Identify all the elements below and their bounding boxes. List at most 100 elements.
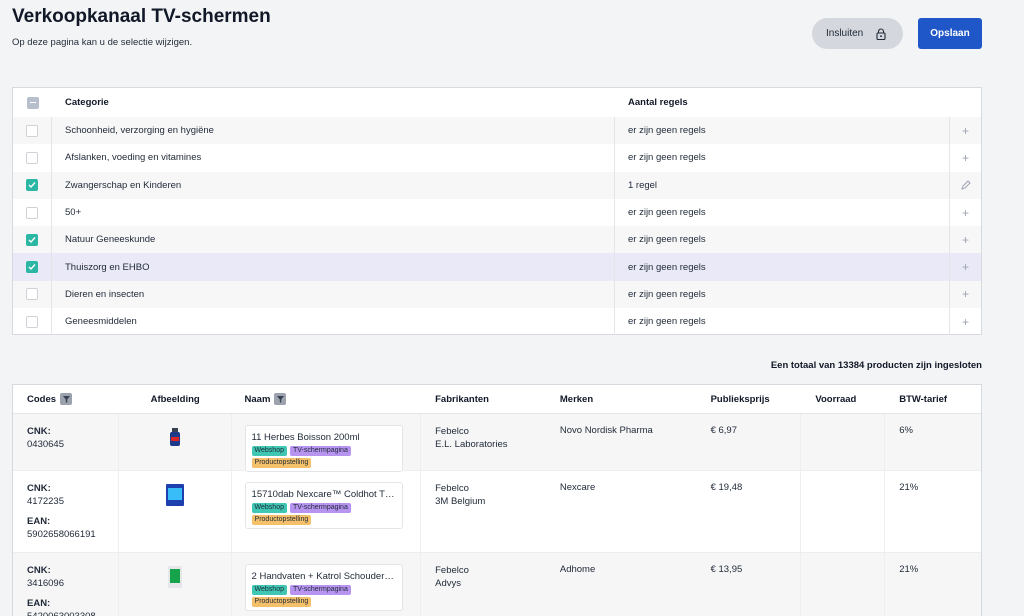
cnk-label: CNK: [27,565,51,576]
category-rules: er zijn geen regels [615,198,950,227]
tag-tv-screen: TV-schermpagina [289,446,351,456]
tag-product-display: Productopstelling [251,597,312,607]
column-header-vat: BTW-tarief [899,393,948,405]
category-name: Thuiszorg en EHBO [52,253,615,281]
add-rule-icon[interactable]: + [961,205,969,220]
product-image [119,414,232,470]
category-checkbox[interactable] [26,315,38,328]
cnk-value: 4172235 [27,496,64,507]
product-name: 15710dab Nexcare™ Coldhot Therapy Pack [251,489,398,500]
product-stock [801,414,886,470]
cnk-label: CNK: [27,483,51,494]
checkmark-icon [28,182,36,189]
category-checkbox[interactable] [26,124,38,137]
column-header-image: Afbeelding [150,393,200,405]
ean-value: 5902658066191 [27,529,96,540]
category-rules: er zijn geen regels [615,117,950,145]
tag-product-display: Productopstelling [251,515,312,525]
category-row[interactable]: Zwangerschap en Kinderen 1 regel [13,171,981,199]
category-table-header: Categorie Aantal regels [13,88,981,117]
cnk-label: CNK: [27,426,51,437]
tag-tv-screen: TV-schermpagina [289,503,351,513]
add-rule-icon[interactable]: + [961,150,969,165]
product-manufacturers: Febelco 3M Belgium [421,471,546,552]
product-manufacturers: Febelco Advys [421,553,546,616]
save-button[interactable]: Opslaan [918,18,982,49]
checkmark-icon [28,264,36,271]
category-checkbox[interactable] [26,179,38,192]
category-checkbox[interactable] [26,261,38,274]
category-checkbox[interactable] [26,151,38,164]
cnk-value: 3416096 [27,578,64,589]
add-rule-icon[interactable]: + [961,287,969,302]
ean-value: 5420063003308 [27,610,118,616]
add-rule-icon[interactable]: + [961,123,969,138]
add-rule-icon[interactable]: + [961,232,969,247]
cnk-value: 0430645 [27,439,64,450]
column-header-manufacturers: Fabrikanten [435,393,489,405]
manufacturer-secondary: 3M Belgium [435,496,486,507]
column-header-price: Publieksprijs [710,393,770,405]
category-row[interactable]: 50+ er zijn geen regels + [13,198,981,227]
tag-product-display: Productopstelling [251,458,312,468]
filter-icon[interactable] [274,393,287,405]
product-vat: 6% [899,425,913,436]
product-name: 2 Handvaten + Katrol Schouderoefenaar [251,571,398,582]
product-name-card[interactable]: 11 Herbes Boisson 200ml Webshop TV-schermp… [244,425,403,472]
category-row[interactable]: Afslanken, voeding en vitamines er zijn g… [13,144,981,172]
lock-button[interactable]: Insluiten [812,18,903,49]
category-row[interactable]: Natuur Geneeskunde er zijn geen regels + [13,226,981,254]
category-name: Zwangerschap en Kinderen [52,171,615,199]
lock-button-label: Insluiten [826,28,864,39]
product-codes: CNK: 4172235 EAN: 5902658066191 [13,471,119,552]
product-name-card[interactable]: 15710dab Nexcare™ Coldhot Therapy Pack We… [244,482,403,529]
product-stock [801,471,886,552]
category-checkbox[interactable] [26,206,38,219]
category-name: Geneesmiddelen [52,308,615,336]
manufacturer-secondary: E.L. Laboratories [435,439,508,450]
product-row[interactable]: CNK: 4172235 EAN: 5902658066191 15710dab Nex… [13,471,981,553]
category-row[interactable]: Dieren en insecten er zijn geen regels + [13,280,981,309]
tag-tv-screen: TV-schermpagina [289,585,351,595]
product-row[interactable]: CNK: 0430645 11 Herbes Boisson 200ml Websho… [13,414,981,472]
product-brand: Adhome [559,564,596,575]
manufacturer-primary: Febelco [435,426,469,437]
category-row[interactable]: Thuiszorg en EHBO er zijn geen regels + [13,253,981,281]
ean-label: EAN: [27,516,51,527]
total-products-note: Een totaal van 13384 producten zijn inge… [770,360,982,371]
filter-icon[interactable] [60,393,73,405]
category-checkbox[interactable] [26,288,38,301]
category-name: Afslanken, voeding en vitamines [52,144,615,172]
products-table-header: Codes Afbeelding Naam Fabrikanten Merken… [13,385,981,414]
product-codes: CNK: 0430645 [13,414,119,470]
column-header-brands: Merken [559,393,594,405]
tag-webshop: Webshop [251,585,287,595]
edit-icon[interactable] [950,172,981,199]
category-row[interactable]: Geneesmiddelen er zijn geen regels + [13,308,981,336]
product-price: € 19,48 [697,471,802,552]
category-rules: 1 regel [615,171,950,199]
ean-label: EAN: [27,598,51,609]
product-manufacturers: Febelco E.L. Laboratories [421,414,546,470]
product-codes: CNK: 3416096 EAN:5420063003308 [13,553,119,616]
category-rules: er zijn geen regels [615,144,950,172]
product-name-card[interactable]: 2 Handvaten + Katrol Schouderoefenaar Web… [244,564,403,611]
category-name: Natuur Geneeskunde [52,226,615,254]
product-row[interactable]: CNK: 3416096 EAN:5420063003308 2 Handvaten … [13,553,981,616]
products-table: Codes Afbeelding Naam Fabrikanten Merken… [12,384,982,616]
category-name: 50+ [52,198,615,227]
product-price: € 6,97 [697,414,802,470]
checkmark-icon [28,236,36,243]
column-header-rules: Aantal regels [628,97,688,108]
category-row[interactable]: Schoonheid, verzorging en hygiëne er zijn… [13,117,981,145]
product-vat: 21% [899,564,919,575]
column-header-category: Categorie [65,97,109,108]
page-title: Verkoopkanaal TV-schermen [12,6,271,27]
category-checkbox[interactable] [26,233,38,246]
manufacturer-primary: Febelco [435,483,469,494]
select-all-checkbox[interactable] [26,96,39,109]
product-vat: 21% [899,482,919,493]
add-rule-icon[interactable]: + [961,314,969,329]
product-brand: Novo Nordisk Pharma [559,425,653,436]
add-rule-icon[interactable]: + [961,260,969,275]
